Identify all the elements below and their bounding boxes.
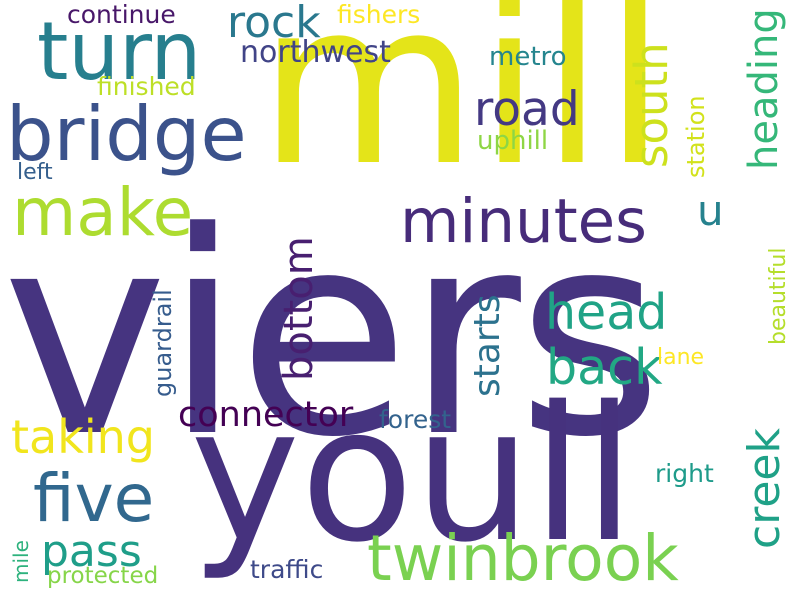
word-creek: creek: [739, 428, 790, 549]
word-uphill: uphill: [477, 126, 549, 156]
word-protected: protected: [47, 563, 159, 589]
word-back: back: [546, 339, 663, 396]
word-mile: mile: [9, 540, 33, 583]
word-station: station: [682, 95, 710, 178]
word-guardrail: guardrail: [149, 289, 177, 397]
word-south: south: [625, 42, 678, 168]
word-starts: starts: [467, 294, 508, 397]
word-u: u: [697, 186, 724, 235]
word-mill: mill: [258, 0, 667, 216]
word-heading: heading: [741, 8, 787, 170]
word-traffic: traffic: [250, 555, 324, 584]
word-head: head: [545, 284, 668, 341]
word-bottom: bottom: [276, 236, 322, 381]
word-bridge: bridge: [6, 90, 247, 178]
word-finished: finished: [97, 72, 196, 101]
word-fishers: fishers: [337, 0, 421, 29]
word-five: five: [33, 460, 155, 537]
word-rock: rock: [227, 0, 321, 48]
word-metro: metro: [489, 42, 567, 72]
word-pass: pass: [41, 526, 142, 577]
word-twinbrook: twinbrook: [367, 522, 679, 595]
word-viers: viers: [2, 173, 663, 499]
word-turn: turn: [37, 5, 202, 98]
word-youll: youll: [190, 366, 636, 583]
word-road: road: [474, 82, 580, 137]
word-minutes: minutes: [400, 186, 647, 257]
word-beautiful: beautiful: [766, 247, 791, 345]
word-connector: connector: [178, 395, 354, 435]
word-lane: lane: [657, 345, 705, 370]
word-northwest: northwest: [240, 35, 391, 70]
word-continue: continue: [67, 0, 176, 29]
word-left: left: [17, 160, 53, 185]
word-taking: taking: [11, 410, 155, 464]
word-forest: forest: [379, 405, 452, 434]
word-right: right: [655, 459, 714, 488]
word-make: make: [12, 174, 194, 251]
